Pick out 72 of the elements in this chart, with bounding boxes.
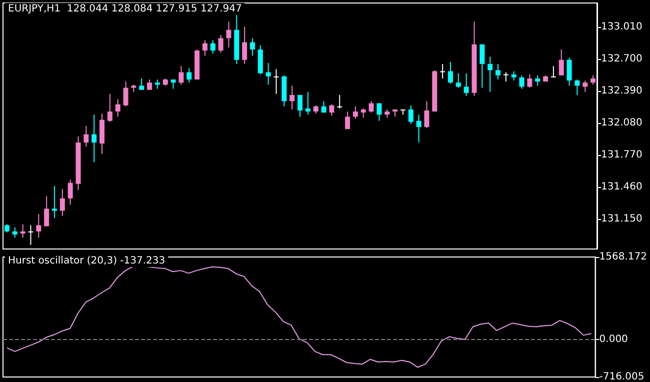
y-tick-label: 132.080: [601, 117, 642, 128]
candlestick: [52, 185, 57, 218]
candlestick: [360, 108, 366, 118]
candlestick: [258, 44, 263, 75]
candlestick: [345, 111, 350, 130]
candlestick: [590, 74, 596, 86]
candlestick: [305, 91, 310, 116]
candlestick: [488, 56, 493, 92]
candlestick: [352, 106, 358, 120]
candlestick: [464, 72, 469, 97]
candlestick: [139, 78, 144, 90]
candlestick: [424, 100, 430, 129]
y-tick-label: -716.005: [599, 372, 644, 382]
candlestick: [376, 102, 382, 122]
chart-title: Hurst oscillator (20,3) -137.233: [8, 256, 166, 266]
line-series: [6, 265, 592, 368]
candlestick: [44, 196, 50, 227]
chart-title: EURJPY,H1 128.044 128.084 127.915 127.947: [8, 4, 242, 14]
candlestick: [519, 74, 524, 90]
candlestick: [115, 98, 120, 118]
candlestick: [186, 68, 192, 84]
candlestick: [274, 68, 279, 94]
candlestick: [20, 224, 26, 238]
candlestick: [456, 72, 461, 88]
candlestick: [218, 34, 224, 54]
candlestick: [558, 49, 564, 76]
candlestick: [12, 226, 18, 238]
candlestick: [60, 188, 65, 216]
y-tick-label: 132.700: [601, 53, 642, 64]
candlestick: [368, 100, 374, 114]
candlestick: [107, 93, 112, 122]
y-tick-label: 131.770: [601, 149, 642, 160]
candlestick: [123, 81, 128, 107]
candlestick: [566, 57, 572, 86]
y-tick-label: 131.150: [601, 214, 642, 225]
y-tick-label: 0.000: [599, 334, 628, 345]
candlestick: [337, 94, 342, 109]
candlestick: [503, 72, 508, 82]
candlestick: [535, 74, 540, 86]
candlestick: [480, 44, 485, 88]
candlestick: [290, 85, 295, 110]
y-tick-label: 133.010: [601, 21, 642, 32]
candlestick: [511, 70, 516, 82]
y-tick-label: 132.390: [601, 85, 642, 96]
candlestick: [440, 63, 446, 79]
candlestick: [329, 104, 334, 116]
candlestick: [68, 179, 73, 206]
candlestick: [574, 78, 580, 96]
candlestick: [202, 40, 208, 56]
candlestick: [84, 126, 89, 148]
candlestick: [448, 61, 453, 84]
candlestick: [298, 94, 302, 118]
candlestick: [527, 74, 532, 88]
candlestick: [178, 66, 184, 86]
candlestick: [250, 38, 255, 56]
candlestick: [496, 63, 500, 80]
candlestick: [92, 114, 97, 163]
candlestick: [550, 66, 556, 78]
candlestick: [210, 40, 216, 54]
candlestick: [154, 78, 160, 90]
candlestick: [266, 62, 271, 86]
candlestick: [582, 80, 588, 92]
candlestick: [242, 26, 248, 64]
candlestick: [28, 224, 34, 246]
y-tick-label: 131.460: [601, 181, 642, 192]
candlestick: [147, 78, 152, 90]
candlestick: [416, 114, 422, 144]
y-tick-label: 1568.172: [599, 252, 648, 262]
candlestick: [36, 213, 42, 238]
candlestick: [100, 113, 104, 154]
candlestick: [408, 104, 414, 124]
candlestick: [226, 21, 232, 48]
